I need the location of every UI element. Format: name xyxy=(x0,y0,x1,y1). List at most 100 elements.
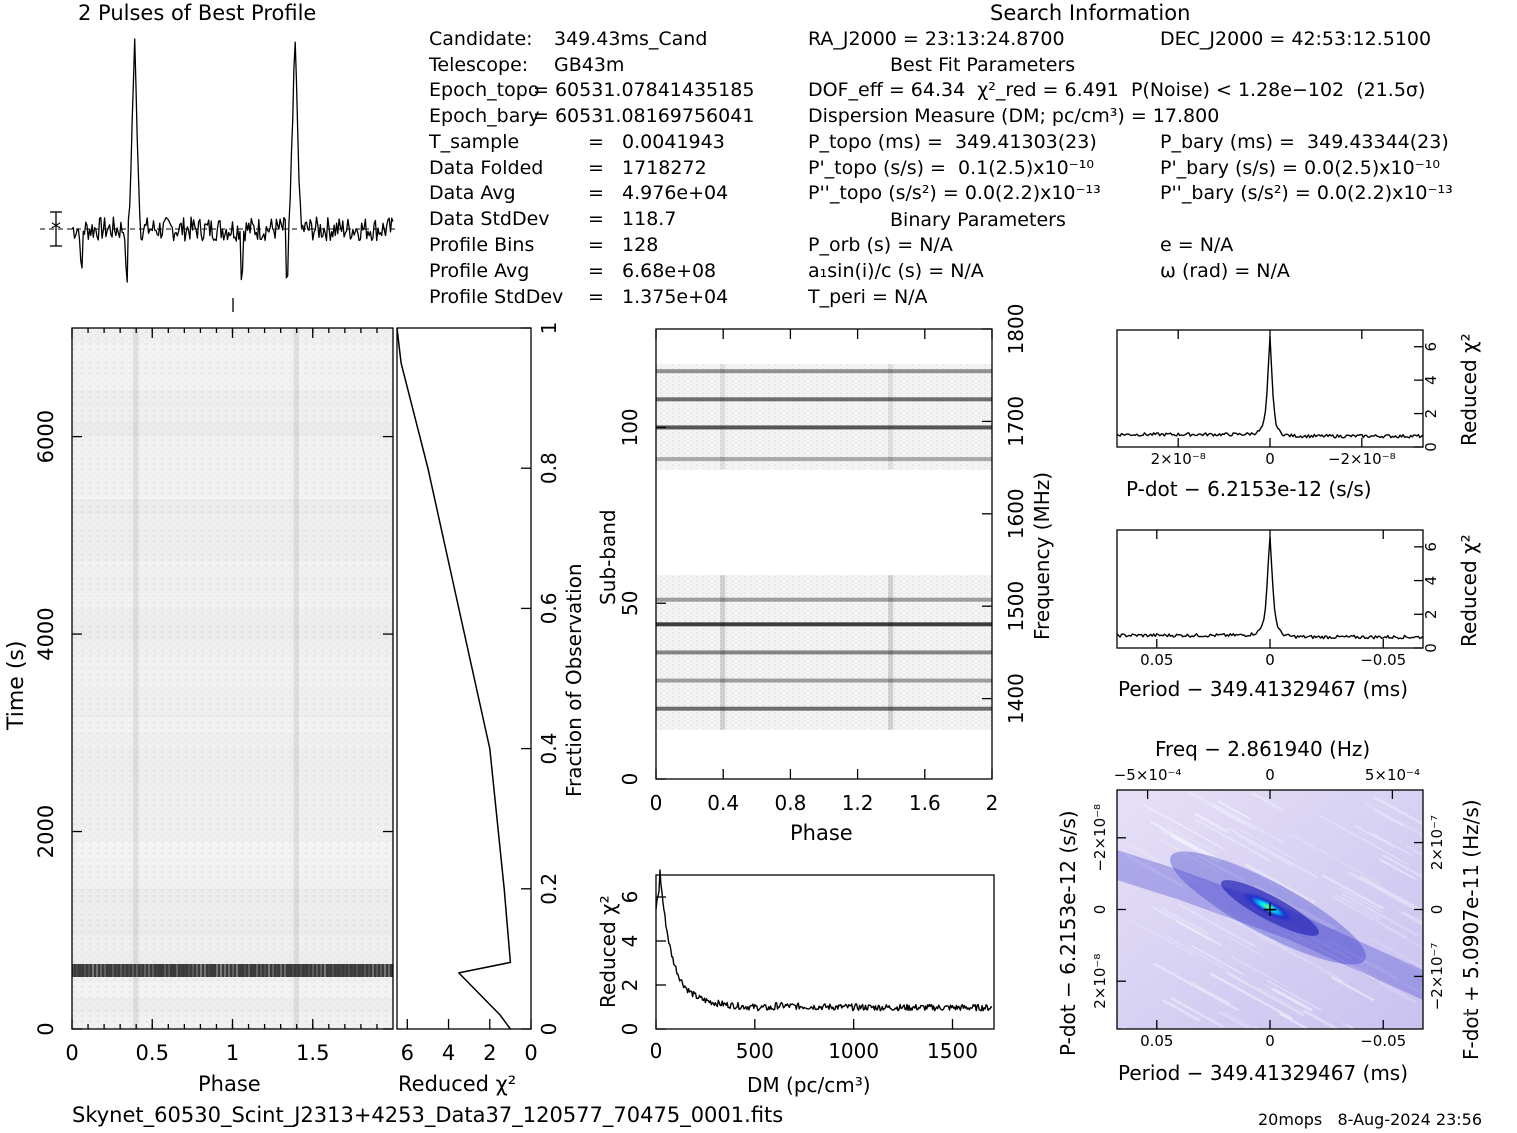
period-chi2-tick: 2 xyxy=(1422,610,1440,620)
best-fit-title: Best Fit Parameters xyxy=(890,54,1076,76)
bright-row-grain xyxy=(196,964,198,977)
time-row xyxy=(72,546,393,562)
bright-row-grain xyxy=(184,964,186,977)
ra-value: RA_J2000 = 23:13:24.8700 xyxy=(808,28,1065,50)
pdot-chi2-tick: 4 xyxy=(1422,375,1440,385)
chi2-map-streak xyxy=(1421,841,1478,874)
bright-row-grain xyxy=(260,964,262,977)
bright-row-grain xyxy=(224,964,226,977)
profile-title: 2 Pulses of Best Profile xyxy=(78,1,317,25)
frequency-tick-label: 1700 xyxy=(1004,396,1028,447)
chi2-map-streak xyxy=(1190,945,1245,976)
dec-value: DEC_J2000 = 42:53:12.5100 xyxy=(1160,28,1432,50)
chi2-map-streak xyxy=(1339,887,1384,913)
bright-row-grain xyxy=(356,964,358,977)
chi2-map-streak xyxy=(1271,987,1314,1012)
period-axis-label-mid: Period − 349.41329467 (ms) xyxy=(1118,677,1409,701)
subband-tick-label: 100 xyxy=(618,408,642,446)
chi2-map-streak xyxy=(1178,903,1257,948)
chi2-map-period-tick: 0 xyxy=(1265,1032,1275,1050)
time-row xyxy=(72,858,393,874)
bright-row-grain xyxy=(280,964,282,977)
time-row xyxy=(72,982,393,998)
bright-row-grain xyxy=(116,964,118,977)
chi2-map-streak xyxy=(1244,863,1316,904)
chi2-map-streak xyxy=(1352,963,1399,990)
chi2-map-streak xyxy=(1373,795,1427,827)
bright-row-grain xyxy=(72,964,74,977)
freq-axis-label: Freq − 2.861940 (Hz) xyxy=(1155,737,1371,761)
time-row xyxy=(72,593,393,609)
time-row xyxy=(72,359,393,375)
chi2-map-period-tick: −0.05 xyxy=(1360,1032,1406,1050)
chi2-map-streak xyxy=(1402,911,1470,949)
dm-chi2-tick-label: 2 xyxy=(618,979,642,992)
time-row xyxy=(72,811,393,827)
time-row xyxy=(72,920,393,936)
omega-value: ω (rad) = N/A xyxy=(1160,260,1290,282)
subband-phase-tick: 2 xyxy=(986,791,999,815)
profile-avg-marker: * xyxy=(51,217,61,241)
bright-row-grain xyxy=(376,964,378,977)
chi2-map-streak xyxy=(1217,800,1252,821)
pddot-topo-value: P''_topo (s/s²) = 0.0(2.2)x10⁻¹³ xyxy=(808,182,1101,204)
chi2-map-streak xyxy=(1263,984,1307,1010)
chi2-map-streak xyxy=(1218,1011,1273,1042)
bright-row-grain xyxy=(256,964,258,977)
bright-row-grain xyxy=(212,964,214,977)
bright-row-grain xyxy=(144,964,146,977)
chi2-map-streak xyxy=(1321,873,1384,910)
search-title: Search Information xyxy=(990,1,1191,25)
p-bary-value: P_bary (ms) = 349.43344(23) xyxy=(1160,131,1449,153)
t-peri-value: T_peri = N/A xyxy=(808,286,928,308)
chi2-map-streak xyxy=(1332,896,1408,939)
chi2-map-streak xyxy=(1396,910,1474,954)
time-row xyxy=(72,437,393,453)
chi2-map-streak xyxy=(1418,967,1505,1016)
bright-row-grain xyxy=(252,964,254,977)
bright-row-grain xyxy=(204,964,206,977)
dm-value: Dispersion Measure (DM; pc/cm³) = 17.800 xyxy=(808,105,1220,127)
time-row xyxy=(72,390,393,406)
candidate-info-label: Profile StdDev xyxy=(429,286,564,308)
candidate-info-label: Profile Avg xyxy=(429,260,530,282)
chi2-map-streak xyxy=(1359,875,1421,911)
candidate-info-value: = 60531.07841435185 xyxy=(533,79,755,101)
chi2-map-streak xyxy=(1210,804,1246,826)
chi2-map-streak xyxy=(1208,905,1258,935)
chi2-map-streak xyxy=(1299,907,1338,930)
time-row xyxy=(72,873,393,889)
bright-row xyxy=(72,964,393,977)
bright-row-grain xyxy=(132,964,134,977)
subband-pulse-track xyxy=(720,575,726,730)
dof-value: DOF_eff = 64.34 χ²_red = 6.491 P(Noise) … xyxy=(808,79,1426,101)
pdot-chi2-tick: 0 xyxy=(1422,442,1440,452)
bright-row-grain xyxy=(296,964,298,977)
dm-axis-label: DM (pc/cm³) xyxy=(747,1073,871,1097)
candidate-info-value: = 1.375e+04 xyxy=(588,286,729,308)
fraction-tick-label: 0 xyxy=(537,1023,561,1036)
candidate-info-label: Telescope: xyxy=(429,54,529,76)
chi2-map-streak xyxy=(1331,976,1375,1002)
footer-stamp: 20mops 8-Aug-2024 23:56 xyxy=(1258,1110,1483,1129)
fraction-tick-label: 0.4 xyxy=(537,733,561,765)
chi2-map-streak xyxy=(1371,832,1413,856)
bright-row-grain xyxy=(88,964,90,977)
chi2-map-streak xyxy=(1340,892,1419,937)
subband-phase-tick: 0 xyxy=(650,791,663,815)
subband-phase-tick: 0.4 xyxy=(707,791,739,815)
bright-row-grain xyxy=(364,964,366,977)
p-orb-value: P_orb (s) = N/A xyxy=(808,234,953,256)
chi2-map-streak xyxy=(1227,936,1264,957)
chi2-map-streak xyxy=(1126,842,1212,891)
chi2-fraction-line xyxy=(396,327,512,1030)
phase-tick-label: 1.5 xyxy=(296,1041,329,1065)
chi2-map-streak xyxy=(1212,802,1286,845)
binary-title: Binary Parameters xyxy=(890,209,1066,231)
chi2-map-streak xyxy=(1122,1026,1156,1046)
time-row xyxy=(72,780,393,796)
bright-row-grain xyxy=(112,964,114,977)
time-row xyxy=(72,733,393,749)
bright-row-grain xyxy=(140,964,142,977)
